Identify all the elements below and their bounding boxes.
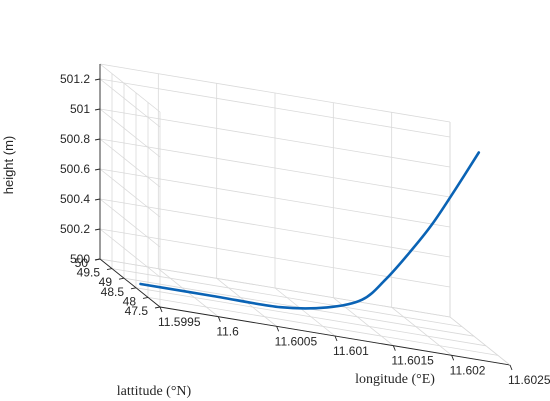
box-edge <box>99 63 161 113</box>
y-tick-label: 50 <box>75 256 89 270</box>
back-wall-gridline-z <box>99 258 451 318</box>
z-tick-label: 501.2 <box>60 72 90 86</box>
trajectory-line <box>139 151 481 310</box>
side-wall-gridline-z <box>99 138 161 188</box>
y-axis-label: lattitude (°N) <box>117 384 192 399</box>
z-tick-mark <box>94 168 101 171</box>
back-wall-gridline-z <box>99 168 451 228</box>
z-tick-label: 500.6 <box>60 162 90 176</box>
x-tick-mark <box>159 306 163 313</box>
grid-layer <box>99 63 511 366</box>
back-wall-gridline-z <box>99 108 451 168</box>
side-wall-gridline-z <box>99 108 161 158</box>
side-wall-gridline-z <box>99 168 161 218</box>
y-tick-label: 49 <box>99 275 113 289</box>
back-wall-gridline-z <box>99 78 451 138</box>
y-tick-mark <box>142 296 149 299</box>
z-tick-mark <box>94 78 101 81</box>
y-tick-mark <box>106 268 113 271</box>
x-tick-label: 11.6025 <box>508 373 550 387</box>
z-tick-label: 500.4 <box>60 192 90 206</box>
x-tick-label: 11.6 <box>216 325 239 339</box>
x-tick-mark <box>276 326 280 332</box>
y-tick-label: 48.5 <box>101 285 125 299</box>
z-tick-label: 500.2 <box>60 222 90 236</box>
x-tick-label: 11.602 <box>450 363 486 377</box>
x-tick-label: 11.6015 <box>391 354 434 368</box>
floor-gridline-y <box>135 287 487 347</box>
back-wall-gridline-z <box>99 228 451 288</box>
z-tick-mark <box>94 198 101 201</box>
x-tick-mark <box>217 316 221 322</box>
x-tick-mark <box>509 364 513 371</box>
floor-edge <box>449 316 511 366</box>
floor-gridline-x <box>391 307 452 356</box>
z-tick-mark <box>94 258 101 261</box>
x-tick-label: 11.601 <box>333 344 369 358</box>
floor-gridline-y <box>111 268 463 327</box>
back-wall-gridline-z <box>99 138 451 198</box>
series-layer <box>139 151 481 310</box>
side-wall-gridline-z <box>99 198 161 248</box>
y-tick-mark <box>154 306 161 309</box>
y-tick-mark <box>118 277 125 280</box>
floor-gridline-x <box>274 287 336 337</box>
z-tick-label: 500.8 <box>60 132 90 146</box>
x-tick-label: 11.6005 <box>275 334 318 348</box>
z-tick-label: 500 <box>70 252 90 266</box>
z-tick-label: 501 <box>70 102 90 116</box>
box-edge <box>99 63 451 123</box>
x-axis-label: longitude (°E) <box>355 372 435 387</box>
x-tick-label: 11.5995 <box>158 315 201 329</box>
y-tick-label: 48 <box>123 294 137 308</box>
back-wall-gridline-z <box>99 198 451 258</box>
x-tick-mark <box>334 335 338 342</box>
x-tick-mark <box>392 345 396 351</box>
z-tick-mark <box>94 108 101 111</box>
tick-label-layer: 11.5995 11.6 11.6005 11.601 11.6015 11.602 11.… <box>60 72 550 387</box>
z-tick-mark <box>94 228 101 231</box>
side-wall-gridline-z <box>99 78 161 128</box>
y-tick-mark <box>130 287 137 290</box>
z-axis-label: height (m) <box>1 136 16 195</box>
y-tick-label: 49.5 <box>77 266 101 280</box>
axis-layer <box>94 64 513 371</box>
x-tick-mark <box>451 355 455 361</box>
side-wall-gridline-z <box>99 228 161 278</box>
y-axis-line <box>99 258 161 308</box>
z-tick-mark <box>94 138 101 141</box>
y-tick-label: 47.5 <box>125 304 149 318</box>
floor-gridline-y <box>147 297 499 356</box>
